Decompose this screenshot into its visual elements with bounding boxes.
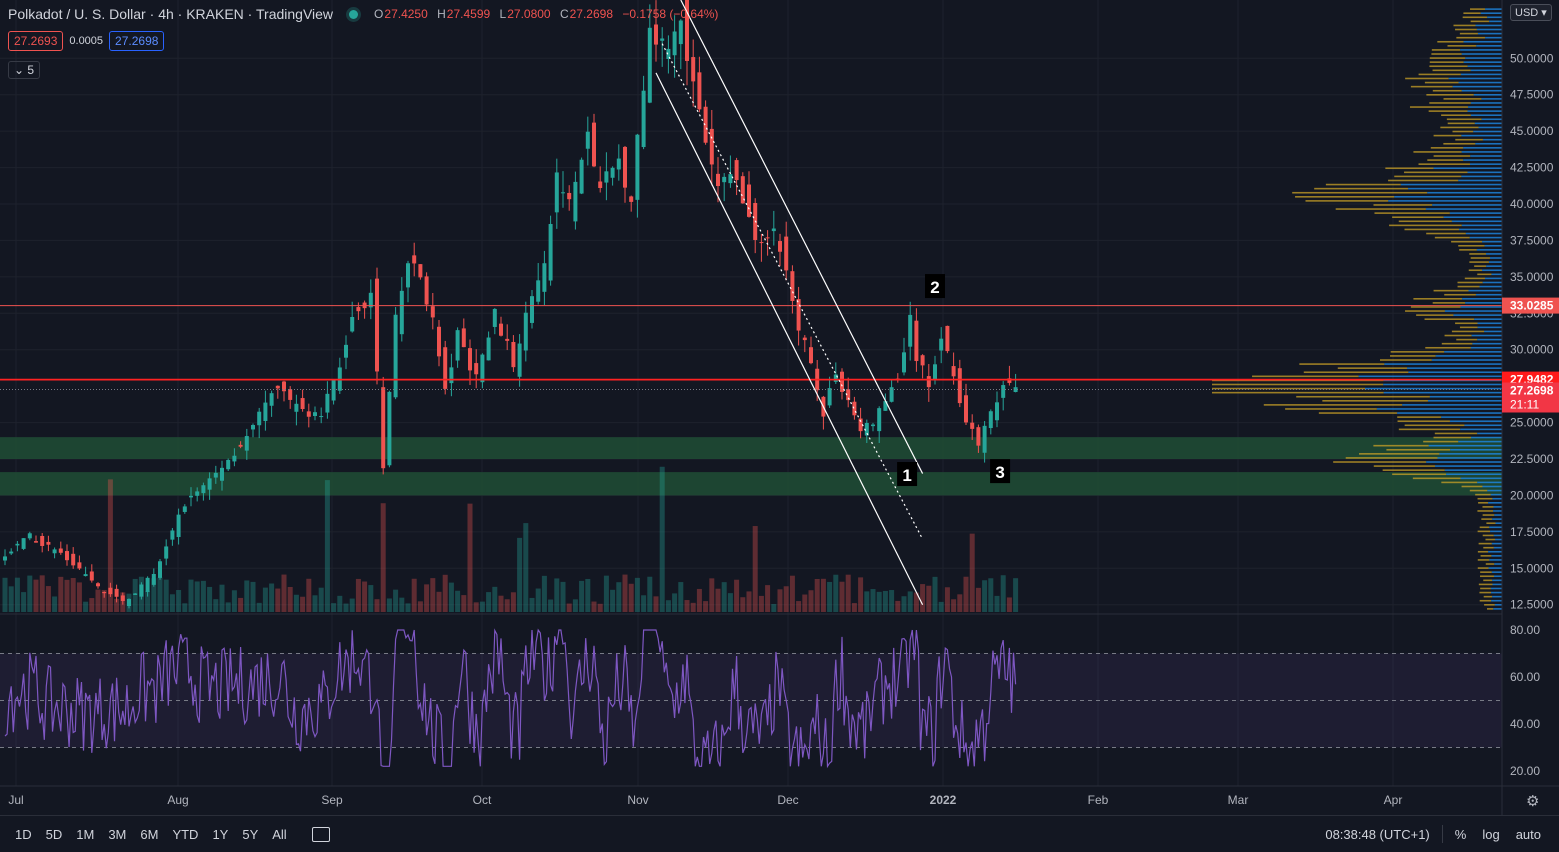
- bottom-toolbar: 1D 5D 1M 3M 6M YTD 1Y 5Y All 08:38:48 (U…: [0, 815, 1559, 852]
- time-tick: Feb: [1088, 793, 1109, 807]
- price-tick: 15.0000: [1510, 561, 1554, 575]
- price-tick: 25.0000: [1510, 416, 1554, 430]
- price-tick: 45.0000: [1510, 124, 1554, 138]
- annotation-1: 1: [902, 466, 911, 485]
- price-tick: 22.5000: [1510, 452, 1554, 466]
- current-price-label: 27.2698: [1510, 383, 1554, 397]
- indicators-collapse-button[interactable]: ⌄ 5: [8, 61, 41, 79]
- range-ytd[interactable]: YTD: [172, 826, 199, 842]
- calendar-icon[interactable]: [311, 826, 330, 842]
- chart-canvas[interactable]: 1 2 3 50.0000 47.5000 45.0000 42.5000 40.0000 3…: [0, 0, 1559, 815]
- dotted-trend-line: [661, 43, 924, 540]
- chevron-down-icon: ▾: [1541, 7, 1547, 19]
- range-1y[interactable]: 1Y: [212, 826, 229, 842]
- rsi-tick: 60.00: [1510, 670, 1540, 684]
- time-tick: Aug: [167, 793, 188, 807]
- price-tick: 30.0000: [1510, 343, 1554, 357]
- price-tick: 17.5000: [1510, 525, 1554, 539]
- rsi-tick: 80.00: [1510, 623, 1540, 637]
- price-tick: 42.5000: [1510, 161, 1554, 175]
- channel-line-2: [680, 0, 924, 474]
- annotation-3: 3: [995, 463, 1004, 482]
- time-tick: Apr: [1384, 793, 1403, 807]
- percent-toggle[interactable]: %: [1454, 826, 1467, 842]
- price-tick: 20.0000: [1510, 488, 1554, 502]
- bottom-right-controls: 08:38:48 (UTC+1) % log auto: [1317, 816, 1549, 852]
- support-zone-2: [0, 472, 1502, 496]
- symbol-title[interactable]: Polkadot / U. S. Dollar · 4h · KRAKEN · …: [8, 6, 334, 22]
- time-tick: Nov: [627, 793, 648, 807]
- time-tick: Dec: [777, 793, 798, 807]
- chart-legend: Polkadot / U. S. Dollar · 4h · KRAKEN · …: [8, 6, 724, 22]
- price-tick: 35.0000: [1510, 270, 1554, 284]
- time-tick: Mar: [1228, 793, 1249, 807]
- range-5y[interactable]: 5Y: [242, 826, 259, 842]
- ask-button[interactable]: 27.2698: [109, 31, 165, 51]
- market-status-icon[interactable]: [349, 9, 359, 19]
- auto-toggle[interactable]: auto: [1515, 826, 1541, 842]
- rsi-tick: 40.00: [1510, 717, 1540, 731]
- rsi-tick: 20.00: [1510, 764, 1540, 778]
- range-all[interactable]: All: [272, 826, 287, 842]
- level-price-label: 33.0285: [1510, 299, 1554, 313]
- price-tick: 40.0000: [1510, 197, 1554, 211]
- price-change: −0.1758 (−0.64%): [622, 7, 719, 21]
- bid-ask: 27.2693 0.0005 27.2698: [8, 31, 165, 51]
- spread-value: 0.0005: [69, 35, 104, 47]
- range-5d[interactable]: 5D: [45, 826, 63, 842]
- range-6m[interactable]: 6M: [140, 826, 159, 842]
- range-1m[interactable]: 1M: [76, 826, 95, 842]
- price-tick: 47.5000: [1510, 88, 1554, 102]
- time-tick: Jul: [8, 793, 23, 807]
- bid-button[interactable]: 27.2693: [8, 31, 64, 51]
- ohlc-values: O27.4250 H27.4599 L27.0800 C27.2698 −0.1…: [374, 7, 719, 21]
- price-tick: 37.5000: [1510, 233, 1554, 247]
- time-tick: 2022: [930, 793, 957, 807]
- support-zone-1: [0, 437, 1502, 459]
- price-tick: 50.0000: [1510, 51, 1554, 65]
- range-3m[interactable]: 3M: [108, 826, 127, 842]
- range-1d[interactable]: 1D: [15, 826, 32, 842]
- divider: [1441, 825, 1443, 843]
- price-tick: 12.5000: [1510, 598, 1554, 612]
- annotation-2: 2: [930, 278, 939, 297]
- log-toggle[interactable]: log: [1482, 826, 1500, 842]
- time-tick: Sep: [321, 793, 343, 807]
- clock[interactable]: 08:38:48 (UTC+1): [1325, 826, 1430, 842]
- chevron-down-icon: ⌄: [14, 63, 25, 77]
- currency-select[interactable]: USD ▾: [1510, 4, 1552, 21]
- channel-line-1: [655, 72, 924, 605]
- rsi-line: [4, 628, 1017, 769]
- settings-gear-icon[interactable]: ⚙: [1526, 793, 1540, 810]
- bar-countdown: 21:11: [1510, 397, 1539, 411]
- date-ranges: 1D 5D 1M 3M 6M YTD 1Y 5Y All: [8, 827, 294, 842]
- time-tick: Oct: [473, 793, 492, 807]
